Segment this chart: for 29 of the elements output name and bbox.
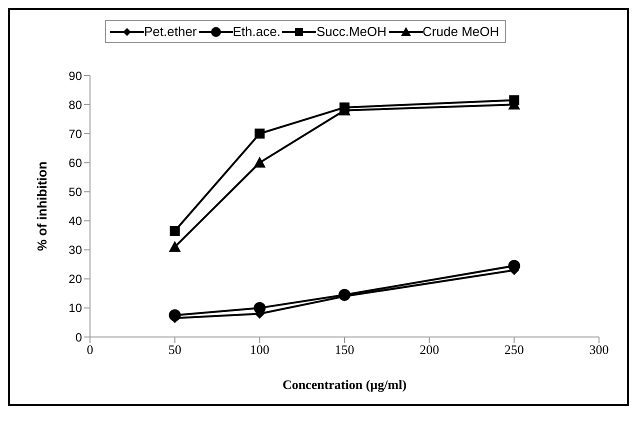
x-tick-label: 150 xyxy=(334,342,354,358)
x-tick-label: 100 xyxy=(250,342,270,358)
y-tick-label: 0 xyxy=(75,330,82,344)
point xyxy=(168,240,181,252)
legend-label: Pet.ether xyxy=(144,24,197,39)
x-tick-label: 0 xyxy=(86,342,94,358)
y-axis-title: % of inhibition xyxy=(34,161,50,252)
legend-label: Succ.MeOH xyxy=(316,24,387,39)
point xyxy=(340,102,350,112)
x-tick-label: 250 xyxy=(504,342,524,358)
y-tick-label: 40 xyxy=(68,214,82,228)
x-tick-label: 200 xyxy=(420,342,440,358)
x-tick-label: 50 xyxy=(168,342,182,358)
point xyxy=(509,95,520,106)
x-tick-label: 300 xyxy=(589,342,609,358)
y-tick-label: 20 xyxy=(68,272,82,286)
x-axis-title: Concentration (µg/ml) xyxy=(282,377,407,392)
y-tick-label: 10 xyxy=(68,301,82,316)
y-tick-label: 90 xyxy=(68,68,82,83)
y-tick-label: 70 xyxy=(68,126,82,141)
legend-label: Crude MeOH xyxy=(422,24,500,39)
y-tick-label: 50 xyxy=(68,184,82,199)
point xyxy=(170,226,180,236)
legend-label: Eth.ace. xyxy=(232,24,280,39)
point xyxy=(254,156,266,168)
y-tick-label: 80 xyxy=(68,98,82,112)
y-tick-label: 60 xyxy=(68,156,82,170)
y-tick-label: 30 xyxy=(68,243,82,258)
point xyxy=(254,128,265,139)
